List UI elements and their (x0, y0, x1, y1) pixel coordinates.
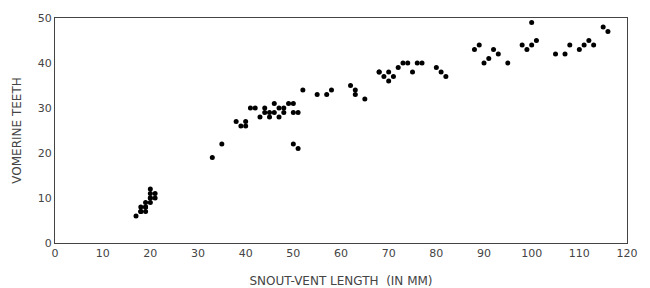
svg-text:10: 10 (96, 247, 110, 260)
svg-text:0: 0 (52, 247, 59, 260)
svg-text:40: 40 (38, 57, 52, 70)
svg-text:90: 90 (477, 247, 491, 260)
svg-text:120: 120 (617, 247, 638, 260)
svg-text:60: 60 (334, 247, 348, 260)
svg-text:VOMERINE TEETH: VOMERINE TEETH (10, 77, 24, 183)
svg-text:80: 80 (429, 247, 443, 260)
svg-text:100: 100 (521, 247, 542, 260)
svg-text:10: 10 (38, 192, 52, 205)
svg-text:50: 50 (38, 12, 52, 25)
svg-text:20: 20 (143, 247, 157, 260)
svg-text:110: 110 (569, 247, 590, 260)
svg-text:20: 20 (38, 147, 52, 160)
svg-text:50: 50 (286, 247, 300, 260)
svg-text:40: 40 (239, 247, 253, 260)
svg-text:30: 30 (191, 247, 205, 260)
svg-text:30: 30 (38, 102, 52, 115)
svg-text:0: 0 (45, 237, 52, 250)
svg-text:70: 70 (382, 247, 396, 260)
svg-text:SNOUT-VENT LENGTH (IN MM): SNOUT-VENT LENGTH (IN MM) (249, 274, 432, 288)
